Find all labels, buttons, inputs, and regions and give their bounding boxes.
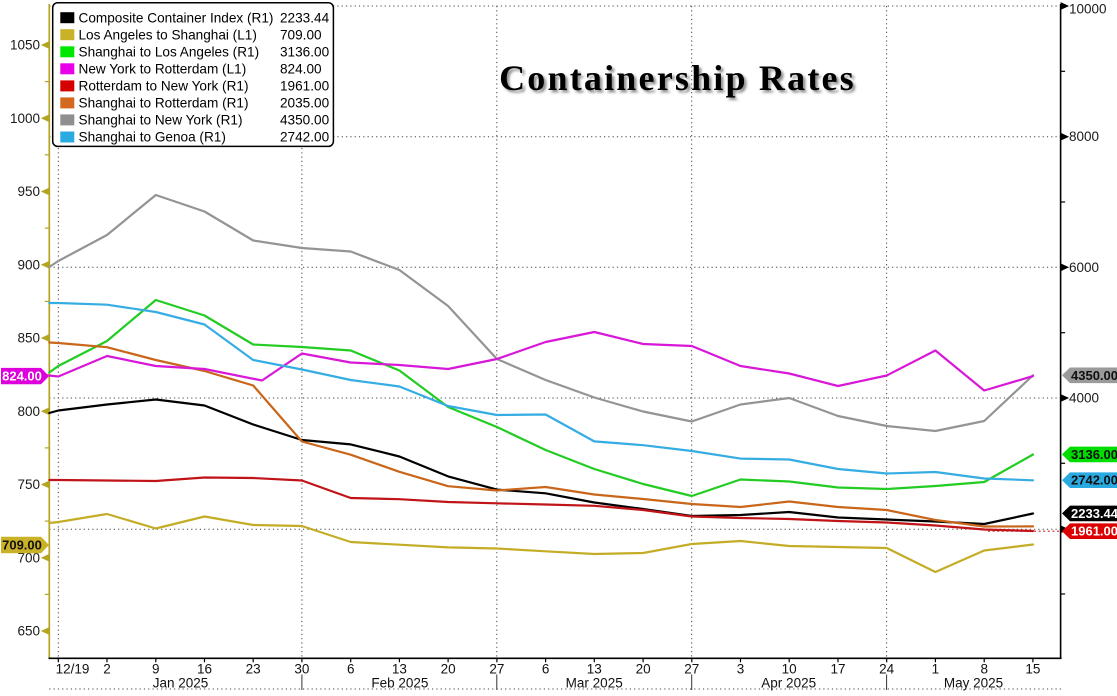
svg-text:15: 15 — [1025, 662, 1040, 677]
svg-text:800: 800 — [17, 404, 40, 419]
svg-text:3136.00: 3136.00 — [280, 45, 330, 60]
svg-text:1050: 1050 — [10, 38, 40, 53]
svg-text:8: 8 — [980, 662, 988, 677]
svg-text:Containership Rates: Containership Rates — [499, 58, 856, 98]
svg-text:Jan 2025: Jan 2025 — [153, 676, 209, 691]
svg-text:950: 950 — [17, 184, 40, 199]
svg-text:May 2025: May 2025 — [944, 676, 1003, 691]
svg-text:10000: 10000 — [1069, 2, 1107, 17]
svg-text:New York to Rotterdam (L1): New York to Rotterdam (L1) — [79, 62, 247, 77]
svg-text:Mar 2025: Mar 2025 — [566, 676, 623, 691]
svg-text:1961.00: 1961.00 — [280, 79, 330, 94]
svg-text:Shanghai to Genoa (R1): Shanghai to Genoa (R1) — [79, 130, 226, 145]
svg-text:Shanghai to Los Angeles (R1): Shanghai to Los Angeles (R1) — [79, 45, 260, 60]
svg-text:3: 3 — [737, 662, 745, 677]
svg-text:2742.00: 2742.00 — [280, 130, 330, 145]
svg-text:23: 23 — [246, 662, 261, 677]
svg-text:12/19: 12/19 — [56, 662, 90, 677]
svg-text:20: 20 — [636, 662, 651, 677]
svg-text:2742.00: 2742.00 — [1071, 473, 1117, 488]
svg-text:Rotterdam to New York (R1): Rotterdam to New York (R1) — [79, 79, 249, 94]
svg-text:16: 16 — [197, 662, 212, 677]
svg-text:6000: 6000 — [1069, 260, 1099, 275]
svg-text:700: 700 — [17, 550, 40, 565]
svg-text:Los Angeles to Shanghai (L1): Los Angeles to Shanghai (L1) — [79, 27, 257, 42]
svg-text:13: 13 — [392, 662, 407, 677]
svg-text:9: 9 — [152, 662, 160, 677]
svg-text:1000: 1000 — [10, 111, 40, 126]
svg-text:2035.00: 2035.00 — [280, 96, 330, 111]
svg-text:Feb 2025: Feb 2025 — [371, 676, 428, 691]
svg-text:17: 17 — [830, 662, 845, 677]
svg-text:1: 1 — [932, 662, 940, 677]
svg-text:824.00: 824.00 — [2, 369, 42, 384]
svg-text:Shanghai to New York (R1): Shanghai to New York (R1) — [79, 113, 243, 128]
svg-text:Apr 2025: Apr 2025 — [761, 676, 816, 691]
svg-text:650: 650 — [17, 624, 40, 639]
svg-text:750: 750 — [17, 477, 40, 492]
svg-text:4350.00: 4350.00 — [280, 113, 330, 128]
svg-text:900: 900 — [17, 257, 40, 272]
svg-text:13: 13 — [587, 662, 602, 677]
svg-text:1961.00: 1961.00 — [1071, 524, 1117, 539]
svg-text:709.00: 709.00 — [280, 27, 322, 42]
svg-text:Containership Rates: Containership Rates — [502, 61, 859, 101]
svg-text:27: 27 — [489, 662, 504, 677]
svg-text:2233.44: 2233.44 — [280, 10, 330, 25]
svg-text:Composite Container Index (R1): Composite Container Index (R1) — [79, 10, 274, 25]
svg-text:30: 30 — [294, 662, 309, 677]
svg-text:3136.00: 3136.00 — [1071, 447, 1117, 462]
svg-text:4000: 4000 — [1069, 391, 1099, 406]
svg-text:Shanghai to Rotterdam (R1): Shanghai to Rotterdam (R1) — [79, 96, 249, 111]
svg-text:10: 10 — [782, 662, 797, 677]
svg-text:6: 6 — [347, 662, 355, 677]
svg-text:2233.44: 2233.44 — [1071, 506, 1117, 521]
svg-text:709.00: 709.00 — [2, 538, 42, 553]
svg-text:4350.00: 4350.00 — [1071, 368, 1117, 383]
svg-text:20: 20 — [441, 662, 456, 677]
svg-text:824.00: 824.00 — [280, 62, 322, 77]
svg-text:6: 6 — [542, 662, 550, 677]
svg-text:2: 2 — [103, 662, 111, 677]
svg-text:850: 850 — [17, 331, 40, 346]
svg-text:24: 24 — [879, 662, 895, 677]
svg-text:8000: 8000 — [1069, 129, 1099, 144]
svg-text:27: 27 — [684, 662, 699, 677]
